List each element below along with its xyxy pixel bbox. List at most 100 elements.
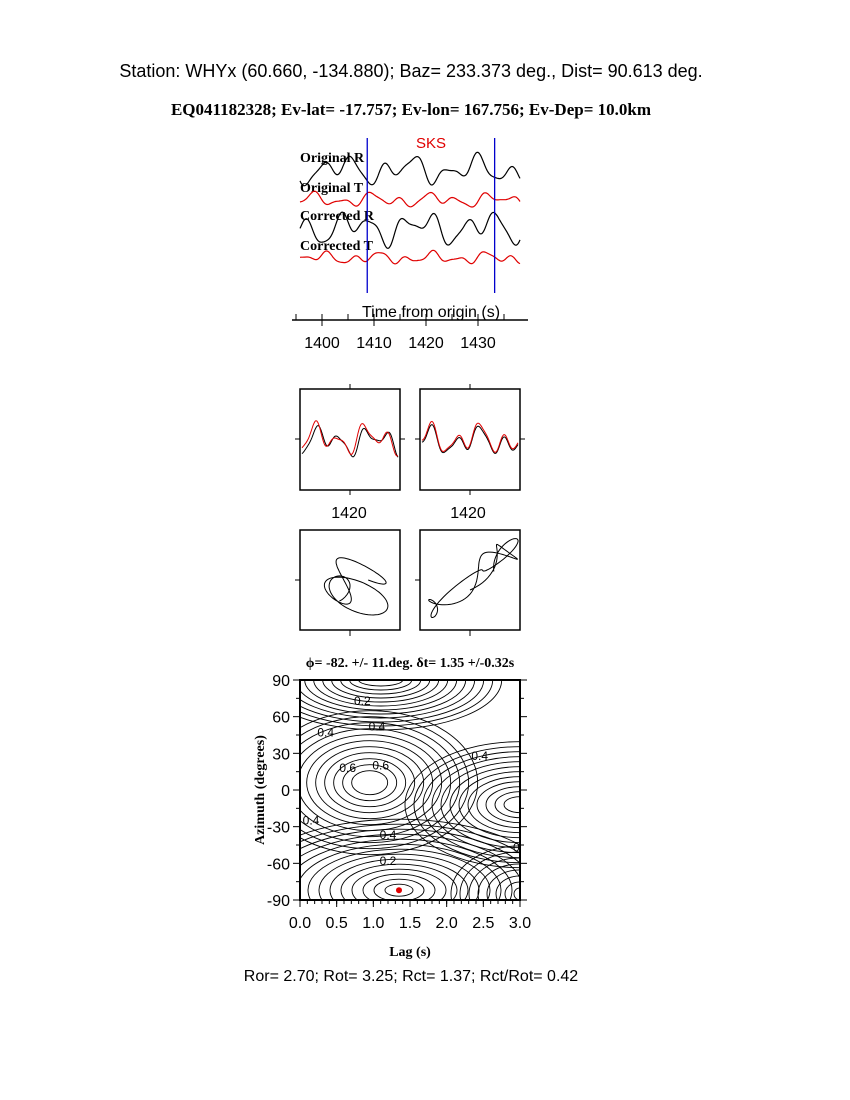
contour-line [300, 680, 476, 719]
contour-line [300, 833, 520, 880]
small-panels: 1420 1420 [295, 384, 525, 636]
contour-label: 0.6 [372, 759, 389, 773]
particle-motion-corrected-box [419, 529, 521, 631]
x-tick-label: 0.5 [326, 915, 348, 932]
y-tick-label: 0 [281, 783, 290, 800]
contour-line [458, 771, 520, 839]
phase-label: SKS [416, 135, 446, 152]
contour-line [300, 710, 479, 856]
contour-line [450, 845, 520, 900]
contour-line [431, 756, 520, 854]
contour-line [318, 853, 480, 900]
contour-line [306, 740, 434, 826]
contour-line [494, 791, 520, 819]
waveform-tick-label: 1420 [450, 505, 486, 522]
time-tick-label: 1430 [460, 335, 496, 352]
contour-label: 0.2 [354, 694, 371, 708]
contour-line [362, 873, 436, 900]
x-tick-label: 1.5 [399, 915, 421, 932]
contour-line [342, 764, 398, 802]
y-tick-label: 90 [272, 673, 290, 690]
contour-label: 0.4 [471, 749, 488, 763]
contour-line [503, 796, 520, 814]
trace-corrected-r [299, 211, 521, 250]
contour-line [476, 781, 520, 829]
contour-line [333, 758, 407, 808]
time-tick-label: 1420 [408, 335, 444, 352]
contour-label: 0.4 [380, 828, 397, 842]
contour-line [331, 680, 431, 699]
contour-line [495, 875, 520, 900]
contour-line [300, 680, 503, 731]
contour-label: 0.4 [317, 726, 334, 740]
contour-line [300, 828, 520, 864]
contour-line [300, 680, 485, 723]
contour-line [300, 818, 520, 846]
trace-original-r [299, 151, 521, 187]
contour-line [449, 766, 520, 844]
particle-motion-original [323, 557, 389, 616]
contour-line [300, 823, 520, 854]
contour-line [486, 869, 520, 900]
y-tick-label: 60 [272, 710, 290, 727]
contour-line [467, 776, 520, 834]
trace-original-t [299, 190, 521, 208]
best-fit-marker [396, 887, 402, 894]
y-tick-label: -60 [267, 856, 290, 873]
contour-line [349, 680, 413, 691]
contour-plot: ϕ= -82. +/- 11.deg. δt= 1.35 +/-0.32s Az… [253, 656, 531, 960]
ratios-line: Ror= 2.70; Rot= 3.25; Rct= 1.37; Rct/Rot… [244, 968, 579, 985]
contour-label: 0 [513, 840, 520, 854]
contour-line [351, 868, 447, 900]
particle-motion-corrected [428, 538, 519, 618]
contour-line [300, 680, 494, 727]
waveform-fast [421, 424, 519, 455]
contour-line [404, 741, 520, 869]
contour-label: 0.2 [380, 854, 397, 868]
y-axis-label: Azimuth (degrees) [253, 735, 268, 845]
x-tick-label: 3.0 [509, 915, 531, 932]
station-line: Station: WHYx (60.660, -134.880); Baz= 2… [119, 61, 702, 81]
waveform-corrected-box [419, 388, 521, 491]
contour-line [477, 863, 520, 900]
contour-line [300, 728, 452, 838]
contour-line [340, 863, 458, 900]
contour-line [351, 770, 389, 796]
contour-line [324, 752, 416, 814]
trace-label-original-t: Original T [300, 181, 364, 196]
contour-lines [300, 680, 520, 900]
contour-line [307, 848, 491, 900]
contour-line [384, 883, 414, 897]
trace-label-corrected-r: Corrected R [300, 209, 375, 224]
x-tick-label: 2.5 [472, 915, 494, 932]
waveform-fast [301, 425, 399, 458]
trace-label-corrected-t: Corrected T [300, 239, 374, 254]
contour-label: 0.4 [369, 719, 386, 733]
contour-line [468, 857, 520, 900]
time-tick-label: 1410 [356, 335, 392, 352]
waveform-slow [421, 420, 519, 453]
contour-label: 0.4 [303, 814, 320, 828]
contour-line [422, 751, 520, 859]
contour-line [459, 851, 520, 900]
contour-line [340, 680, 422, 695]
time-tick-label: 1400 [304, 335, 340, 352]
contour-line [313, 680, 449, 707]
contour-line [300, 680, 467, 715]
contour-line [440, 761, 520, 849]
seismogram-panel: SKS Original R Original T Corrected R Co… [292, 135, 528, 352]
time-axis-label: Time from origin (s) [362, 304, 500, 321]
x-tick-label: 0.0 [289, 915, 311, 932]
trace-corrected-t [299, 249, 521, 265]
contour-line [413, 746, 520, 864]
y-tick-label: -30 [267, 820, 290, 837]
x-tick-label: 2.0 [436, 915, 458, 932]
waveform-original-box [299, 388, 401, 491]
contour-line [322, 680, 440, 703]
waveform-tick-label: 1420 [331, 505, 367, 522]
x-tick-label: 1.0 [362, 915, 384, 932]
contour-label: 0.6 [339, 761, 356, 775]
contour-line [485, 786, 520, 824]
contour-line [300, 843, 502, 900]
trace-label-original-r: Original R [300, 151, 365, 166]
